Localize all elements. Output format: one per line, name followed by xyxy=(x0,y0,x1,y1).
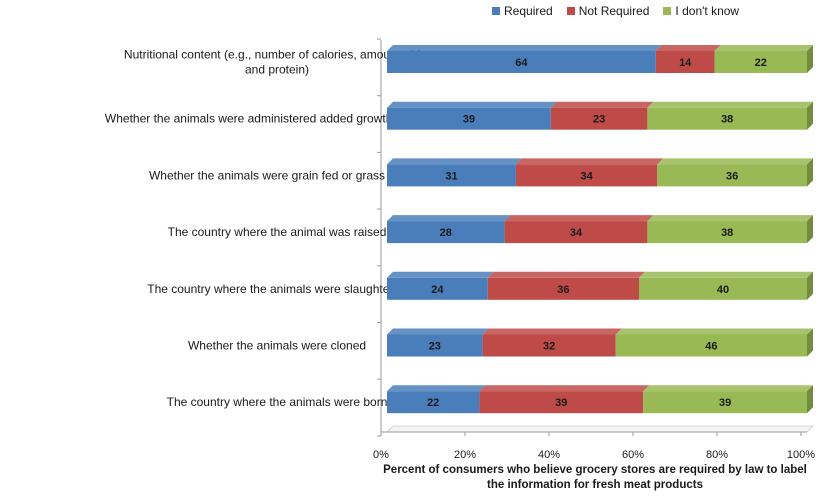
category-label: Whether the animals were administered ad… xyxy=(105,112,449,126)
legend-swatch-dont-know xyxy=(663,7,672,15)
bar-segment xyxy=(387,391,480,414)
bar-segment-top xyxy=(387,101,557,108)
legend-label-not-required: Not Required xyxy=(578,4,650,18)
category-label: Whether the animals were grain fed or gr… xyxy=(149,168,405,182)
bar-segment-top xyxy=(647,215,813,222)
category-label: Nutritional content (e.g., number of cal… xyxy=(124,48,431,62)
data-label: 64 xyxy=(515,57,528,69)
bar-segment xyxy=(655,51,715,73)
bar-segment xyxy=(487,277,639,300)
x-tick-label: 20% xyxy=(454,449,476,461)
data-label: 31 xyxy=(445,170,457,182)
data-label: 46 xyxy=(705,341,717,353)
bar-segment-top xyxy=(515,158,664,165)
floor-plane xyxy=(386,425,814,433)
bar-segment xyxy=(647,221,807,244)
bar-segment xyxy=(387,334,483,357)
bar-segment xyxy=(657,164,807,187)
bar-segment-top xyxy=(387,328,489,335)
data-label: 32 xyxy=(543,341,555,353)
bar-segment xyxy=(639,277,807,300)
bar-segment-side xyxy=(807,215,813,244)
bar-segment xyxy=(504,221,648,244)
x-tick-label: 100% xyxy=(787,449,815,461)
x-tick-label: 60% xyxy=(622,449,644,461)
bar-segment xyxy=(387,277,488,300)
data-label: 22 xyxy=(427,397,439,409)
bar-segment xyxy=(647,107,807,130)
data-label: 28 xyxy=(440,227,452,239)
bar-segment xyxy=(387,51,656,73)
bar-segment xyxy=(479,391,644,414)
bar-segment-top xyxy=(550,101,654,108)
category-label: and protein) xyxy=(245,63,309,77)
data-label: 23 xyxy=(593,114,605,126)
bar-segment xyxy=(387,164,516,187)
bar-segment-top xyxy=(482,328,622,335)
bar-segment-side xyxy=(807,271,813,300)
x-axis-title: Percent of consumers who believe grocery… xyxy=(383,464,807,491)
category-label: Whether the animals were cloned xyxy=(188,339,366,353)
legend-item-not-required: Not Required xyxy=(566,4,650,18)
bar-segment-top xyxy=(655,45,721,51)
data-label: 34 xyxy=(580,170,593,182)
bar-segment-side xyxy=(807,385,813,414)
bar-segment xyxy=(515,164,658,187)
bar-segment xyxy=(643,391,807,414)
data-label: 39 xyxy=(719,397,731,409)
legend-swatch-not-required xyxy=(566,7,575,15)
bar-segment xyxy=(482,334,616,357)
chart-legend: Required Not Required I don't know xyxy=(492,4,739,18)
x-tick-label: 40% xyxy=(538,449,560,461)
bar-segment-top xyxy=(615,328,813,335)
bar-segment-top xyxy=(387,385,486,392)
x-tick-label: 80% xyxy=(706,449,728,461)
bar-segment-top xyxy=(487,271,645,278)
bar-segment-side xyxy=(807,328,813,357)
data-label: 40 xyxy=(717,284,729,296)
bar-segment-top xyxy=(643,385,813,392)
bar-segment-top xyxy=(387,45,662,51)
legend-label-required: Required xyxy=(504,4,553,18)
bar-segment-top xyxy=(639,271,813,278)
bar-segment xyxy=(387,107,551,130)
bar-segment-top xyxy=(479,385,650,392)
data-label: 38 xyxy=(721,114,733,126)
bar-segment xyxy=(550,107,648,130)
bar-segment-side xyxy=(807,45,813,73)
data-label: 22 xyxy=(755,57,767,69)
category-label: The country where the animals were born xyxy=(167,395,388,409)
bar-segment-top xyxy=(504,215,654,222)
data-label: 34 xyxy=(570,227,583,239)
bar-segment-top xyxy=(714,45,813,51)
data-label: 36 xyxy=(557,284,569,296)
bar-segment-top xyxy=(387,271,494,278)
data-label: 36 xyxy=(726,170,738,182)
legend-swatch-required xyxy=(492,7,500,15)
bar-segment-top xyxy=(647,101,813,108)
data-label: 39 xyxy=(555,397,567,409)
legend-label-dont-know: I don't know xyxy=(675,4,740,18)
data-label: 14 xyxy=(679,57,692,69)
x-tick-label: 0% xyxy=(373,449,389,461)
bar-segment-top xyxy=(657,158,813,165)
bar-segment-top xyxy=(387,158,522,165)
bar-segment-side xyxy=(807,158,813,187)
bar-segment xyxy=(615,334,807,357)
bar-segment xyxy=(714,51,807,73)
data-label: 38 xyxy=(721,227,733,239)
legend-item-dont-know: I don't know xyxy=(663,4,739,18)
category-label: The country where the animal was raised xyxy=(168,225,387,239)
data-label: 24 xyxy=(431,284,444,296)
legend-item-required: Required xyxy=(492,4,553,18)
bar-segment xyxy=(387,221,505,244)
bar-segment-top xyxy=(387,215,511,222)
bar-segment-side xyxy=(807,101,813,130)
data-label: 39 xyxy=(463,114,475,126)
category-label: The country where the animals were slaug… xyxy=(147,282,406,296)
data-label: 23 xyxy=(429,341,441,353)
